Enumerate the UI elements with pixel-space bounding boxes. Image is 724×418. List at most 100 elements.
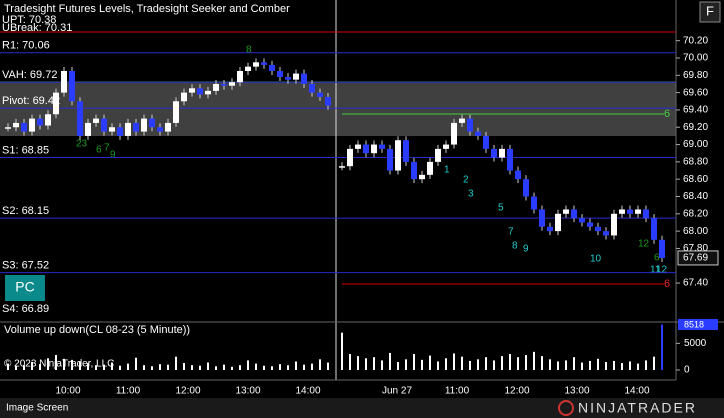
candle (157, 127, 163, 132)
annotation: 7 (104, 143, 110, 154)
volume-bar (453, 353, 455, 370)
pc-button[interactable] (5, 275, 45, 301)
volume-bar (191, 365, 193, 370)
volume-bar (287, 365, 289, 370)
corner-button[interactable] (699, 1, 721, 23)
volume-bar (79, 361, 81, 370)
volume-bar (373, 357, 375, 370)
candle (475, 131, 481, 136)
candle (173, 101, 179, 123)
annotation: 8 (512, 241, 518, 252)
volume-bar (231, 366, 233, 370)
volume-bar (319, 359, 321, 370)
time-label: 12:00 (175, 386, 200, 397)
volume-bar (215, 366, 217, 370)
volume-bar (135, 357, 137, 370)
candle (515, 170, 521, 180)
candle (189, 88, 195, 93)
candle (141, 118, 147, 132)
volume-bar (311, 363, 313, 370)
volume-last-box (678, 319, 718, 330)
volume-bar (23, 365, 25, 370)
candle (117, 127, 123, 136)
volume-bar (303, 364, 305, 370)
candle (149, 118, 155, 128)
candle (403, 140, 409, 162)
candle (347, 148, 353, 167)
annotation: 9 (523, 244, 529, 255)
volume-bar (263, 365, 265, 370)
candle (197, 88, 203, 95)
candle (555, 213, 561, 232)
time-label: 14:00 (295, 386, 320, 397)
level-label: VAH: 69.72 (2, 69, 57, 81)
volume-bar (255, 363, 257, 370)
candle (387, 148, 393, 171)
pc-button-label[interactable]: PC (15, 279, 34, 295)
upt-label: UPT: 70.38 (2, 14, 56, 26)
volume-title: Volume up down(CL 08-23 (5 Minute)) (4, 324, 190, 336)
volume-bar (493, 360, 495, 370)
volume-bar (95, 365, 97, 370)
annotation: 5 (498, 203, 504, 214)
volume-bar (341, 332, 343, 370)
candle (635, 209, 641, 214)
logo-icon (558, 400, 574, 416)
price-tick-label: 67.80 (683, 243, 708, 254)
price-tick-label: 70.00 (683, 53, 708, 64)
volume-bar (501, 356, 503, 370)
candle (61, 70, 67, 93)
candle (37, 118, 43, 126)
candle (301, 73, 307, 84)
volume-bar (87, 363, 89, 370)
candle (165, 122, 171, 132)
annotation: 7 (508, 227, 514, 238)
volume-bar (589, 360, 591, 370)
annotation: 1 (444, 165, 450, 176)
volume-bar (629, 361, 631, 370)
volume-bar (621, 363, 623, 370)
volume-bar (175, 356, 177, 370)
volume-bar (31, 361, 33, 370)
volume-bar (365, 358, 367, 370)
volume-bar (581, 362, 583, 370)
candle (451, 122, 457, 145)
time-label: 14:00 (624, 386, 649, 397)
volume-bar (127, 363, 129, 370)
candle (507, 148, 513, 171)
level-label: S1: 68.85 (2, 144, 49, 156)
price-tick-label: 68.40 (683, 191, 708, 202)
price-tick-label: 68.80 (683, 157, 708, 168)
candle (531, 196, 537, 210)
price-tick-label: 68.20 (683, 208, 708, 219)
volume-bar (477, 359, 479, 370)
candle (435, 148, 441, 162)
candle (21, 122, 27, 132)
annotation: 10 (590, 254, 602, 265)
candle (245, 66, 251, 71)
candle (205, 90, 211, 95)
candle (643, 209, 649, 219)
candle (419, 174, 425, 180)
volume-bar (541, 356, 543, 370)
volume-bar (645, 360, 647, 370)
annotation: 2 (463, 175, 469, 186)
annotation: 6 (96, 145, 102, 156)
candle (483, 135, 489, 149)
copyright: © 2023 NinjaTrader, LLC (4, 359, 114, 370)
candle (69, 70, 75, 102)
candle (443, 144, 449, 149)
annotation: 6 (654, 253, 660, 264)
ubreak-label: UBreak: 70.31 (2, 22, 72, 34)
candle (293, 73, 299, 80)
price-tick-label: 68.00 (683, 226, 708, 237)
price-tick-label: 69.20 (683, 122, 708, 133)
volume-bar (47, 358, 49, 370)
price-tick-label: 67.40 (683, 278, 708, 289)
candle (181, 92, 187, 102)
corner-button-label[interactable]: F (706, 3, 714, 18)
candle (285, 77, 291, 80)
candle (13, 122, 19, 128)
